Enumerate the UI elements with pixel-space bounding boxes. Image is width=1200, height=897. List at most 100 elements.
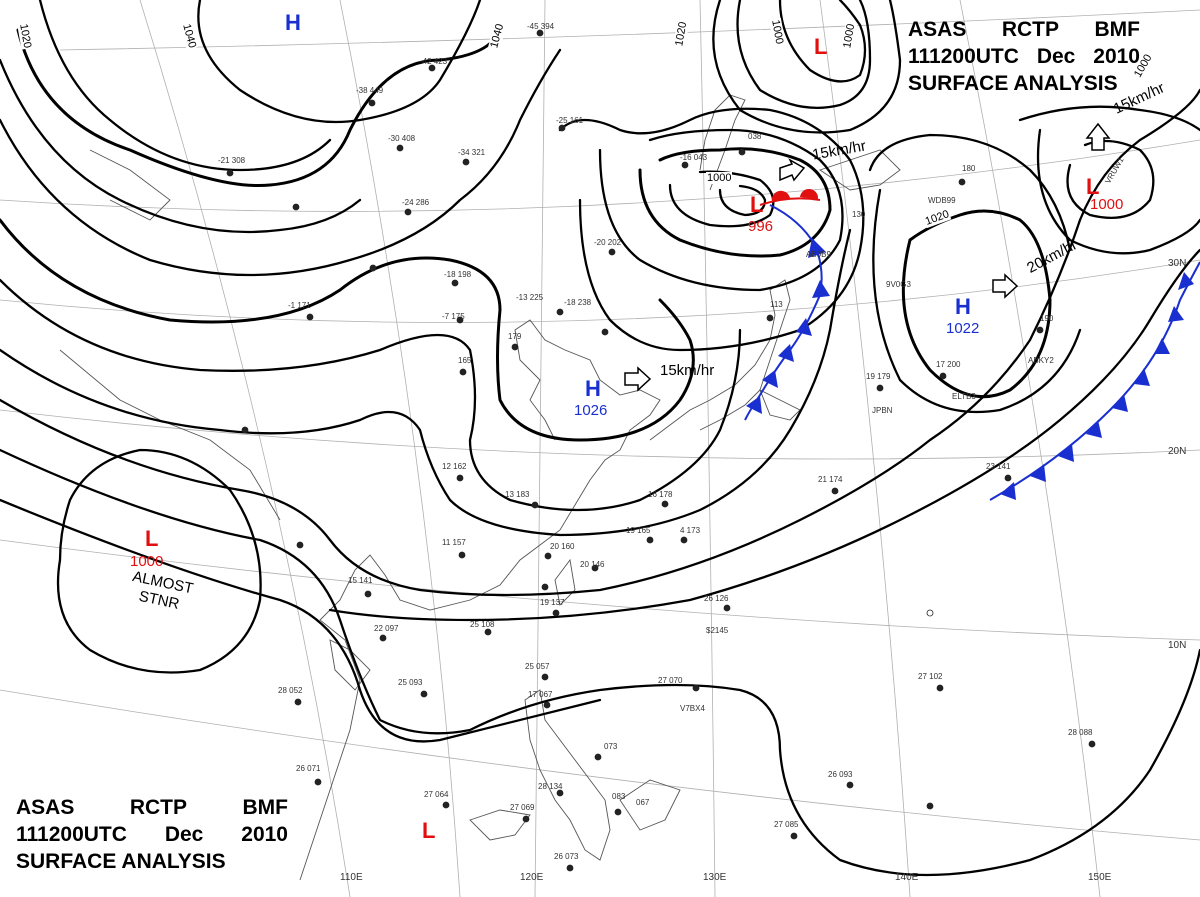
station-plot: 19 179: [866, 372, 891, 381]
station-plot: 25 108: [470, 620, 495, 629]
station-plot: 190: [1040, 314, 1054, 323]
header-code-bmf: BMF: [1094, 18, 1141, 41]
station-markers: [226, 29, 1096, 872]
station-plot: -30 408: [388, 134, 416, 143]
station-plot: 17 067: [528, 690, 553, 699]
station-plot: 27 102: [918, 672, 943, 681]
station-plot: 180: [962, 164, 976, 173]
longitude-label: 130E: [703, 872, 727, 883]
motion-arrows: [624, 122, 1111, 392]
station-plot: 20 146: [580, 560, 605, 569]
station-plot: 17 200: [936, 360, 961, 369]
station-plot: ABKY2: [1028, 356, 1054, 365]
station-plot: AB0B9: [806, 250, 831, 259]
station-plot: 27 070: [658, 676, 683, 685]
station-plot: 19 137: [540, 598, 565, 607]
longitude-label: 110E: [340, 872, 363, 883]
station-plot: -21 308: [218, 156, 246, 165]
coastline: [59, 94, 901, 881]
station-plot: 13 183: [505, 490, 530, 499]
header-code-rctp: RCTP: [129, 796, 188, 819]
header-code-rctp: RCTP: [1001, 18, 1060, 41]
station-plot: $2145: [706, 626, 729, 635]
high-center-letter: H: [955, 294, 971, 319]
low-center-value: 1000: [1090, 196, 1124, 213]
latitude-label: 20N: [1168, 446, 1187, 457]
header-code-asas: ASAS: [16, 796, 75, 819]
header-code-asas: ASAS: [908, 18, 967, 41]
station-plot: 22 097: [374, 624, 399, 633]
low-center-value: 996: [748, 218, 774, 235]
station-plot: ELTB3: [952, 392, 976, 401]
cold-front: [744, 204, 1200, 501]
station-plot: -18 238: [564, 298, 592, 307]
station-plot: 28 134: [538, 782, 563, 791]
station-plot: 113: [770, 300, 783, 309]
station-plot: -34 321: [458, 148, 486, 157]
header-code-bmf: BMF: [242, 796, 289, 819]
warm-front: [759, 188, 821, 206]
station-plot: 21 174: [818, 475, 843, 484]
station-plot: 28 088: [1068, 728, 1093, 737]
low-center-letter: L: [145, 526, 159, 551]
header-title: SURFACE ANALYSIS: [16, 850, 226, 873]
station-plot: V7BX4: [680, 704, 705, 713]
station-plot: WDB99: [928, 196, 956, 205]
station-plot: 26 071: [296, 764, 321, 773]
station-plot: -18 198: [444, 270, 472, 279]
station-plot: 16 178: [648, 490, 673, 499]
station-plot: 23 141: [986, 462, 1011, 471]
station-plot: -45 394: [527, 22, 555, 31]
station-plot: 19 165: [626, 526, 651, 535]
station-plot: 083: [612, 792, 626, 801]
low-center-letter: L: [422, 818, 436, 843]
longitude-label: 140E: [895, 872, 919, 883]
station-plot: -24 286: [402, 198, 430, 207]
station-plot: 26 073: [554, 852, 579, 861]
high-center-value: 1026: [574, 402, 608, 419]
station-plot: 11 157: [442, 538, 466, 547]
station-plot: 26 126: [704, 594, 729, 603]
header-time: 111200UTC: [16, 823, 127, 846]
station-plot: 12 162: [442, 462, 467, 471]
station-plot: 25 093: [398, 678, 423, 687]
header-bottom-left: ASAS RCTP BMF 111200UTC Dec 2010 SURFACE ANA…: [16, 794, 288, 875]
station-plot: 073: [604, 742, 618, 751]
header-year: 2010: [241, 823, 288, 846]
latitude-label: 10N: [1168, 640, 1187, 651]
header-year: 2010: [1093, 45, 1140, 68]
longitude-label: 120E: [520, 872, 544, 883]
station-plot: 20 160: [550, 542, 575, 551]
isobars: [0, 0, 1200, 877]
station-plot: -25 161: [556, 116, 584, 125]
high-center-letter: H: [285, 10, 301, 35]
station-plot: 067: [636, 798, 650, 807]
station-plot: 9V0G3: [886, 280, 911, 289]
low-center-letter: L: [1086, 174, 1100, 199]
station-plot: -20 202: [594, 238, 622, 247]
station-plot: JPBN: [872, 406, 893, 415]
station-plot: -1 171: [288, 301, 311, 310]
station-plot: 038: [748, 132, 762, 141]
station-plot: 27 064: [424, 790, 449, 799]
station-plot: -13 225: [516, 293, 544, 302]
latitude-label: 30N: [1168, 258, 1187, 269]
header-time: 111200UTC: [908, 45, 1019, 68]
station-plot: 26 093: [828, 770, 853, 779]
station-plot: 27 085: [774, 820, 799, 829]
station-plot: -42 423: [420, 57, 448, 66]
header-month: Dec: [164, 823, 204, 846]
isobar-label: 1000: [706, 172, 733, 184]
motion-speed-label: 15km/hr: [660, 362, 715, 379]
low-center-value: 1000: [130, 553, 164, 570]
header-month: Dec: [1036, 45, 1076, 68]
longitude-label: 150E: [1088, 872, 1112, 883]
low-center-letter: L: [814, 34, 828, 59]
station-plot: 28 052: [278, 686, 303, 695]
high-center-value: 1022: [946, 320, 980, 337]
station-plot: 165: [458, 356, 472, 365]
header-top-right: ASAS RCTP BMF 111200UTC Dec 2010 SURFACE ANA…: [908, 16, 1140, 97]
station-plot: 15 141: [348, 576, 373, 585]
station-plot: 27 069: [510, 803, 535, 812]
